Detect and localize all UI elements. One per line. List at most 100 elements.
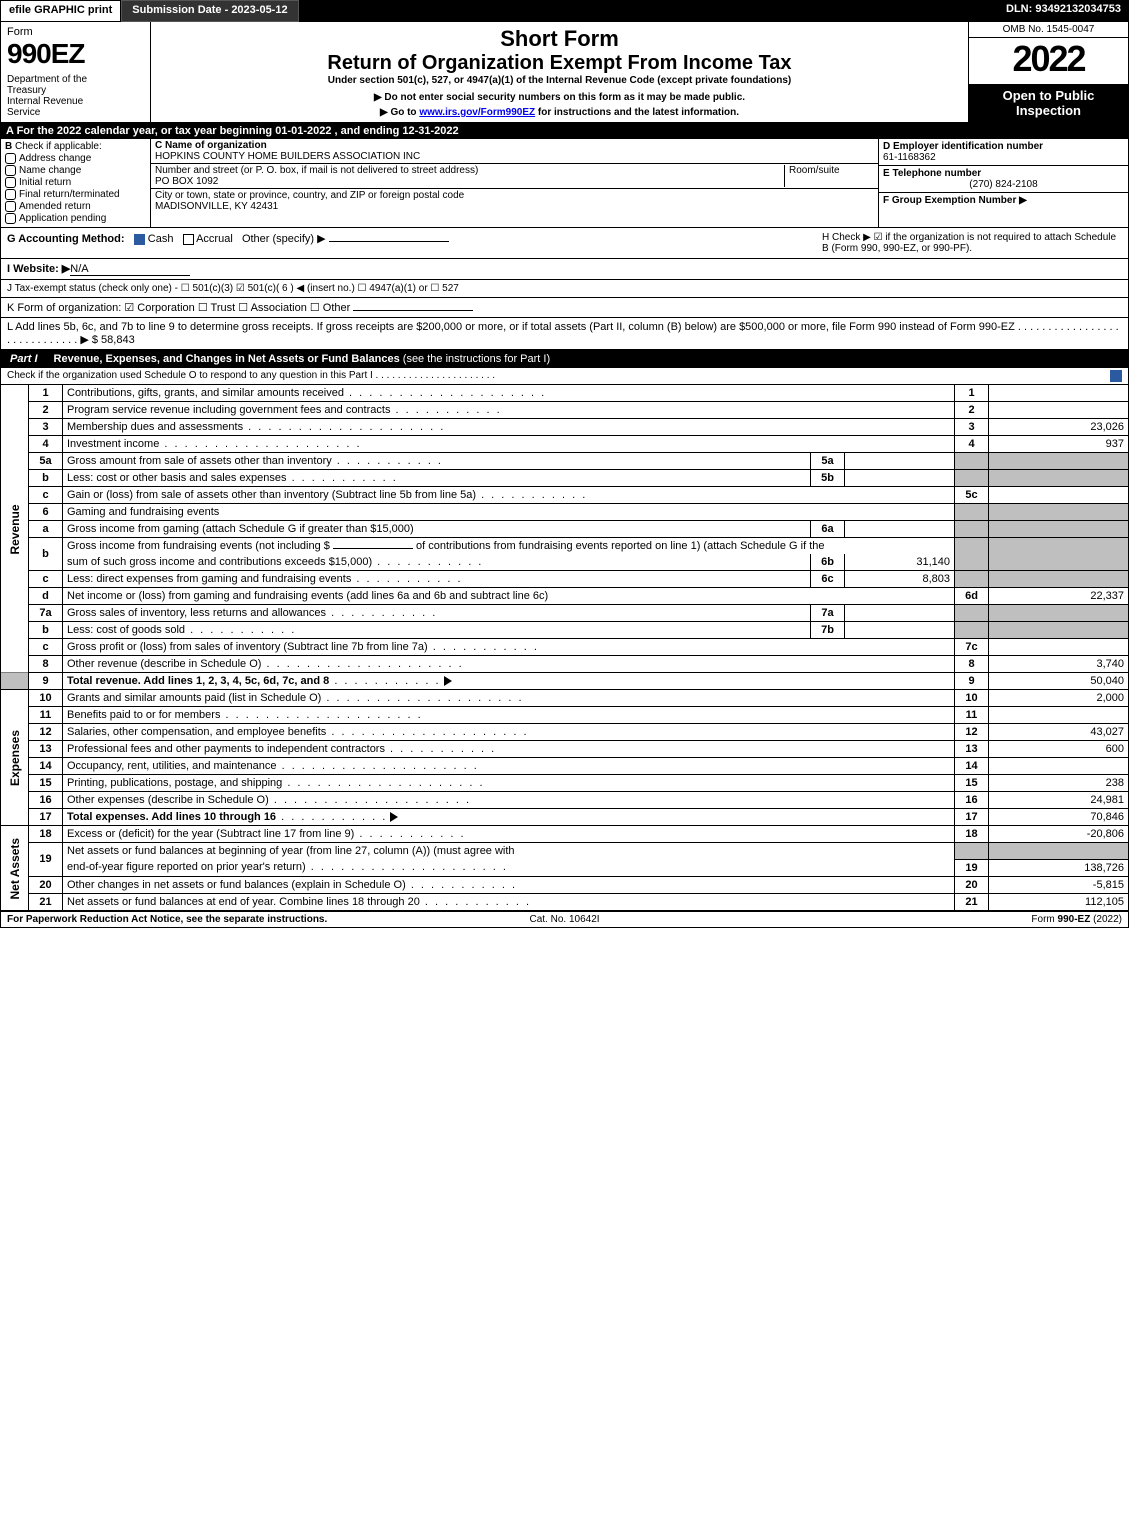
table-row: b Less: cost of goods sold 7b xyxy=(1,622,1129,639)
table-row: 17 Total expenses. Add lines 10 through … xyxy=(1,809,1129,826)
f-group: F Group Exemption Number ▶ xyxy=(879,193,1128,208)
header: Form 990EZ Department of theTreasuryInte… xyxy=(0,22,1129,123)
goto-line: ▶ Go to www.irs.gov/Form990EZ for instru… xyxy=(157,107,962,118)
table-row: 2 Program service revenue including gove… xyxy=(1,402,1129,419)
org-addr: PO BOX 1092 xyxy=(155,176,218,187)
b-opt-amended: Amended return xyxy=(5,201,146,212)
section-j: J Tax-exempt status (check only one) - ☐… xyxy=(0,280,1129,298)
table-row: 5a Gross amount from sale of assets othe… xyxy=(1,453,1129,470)
b-label: B Check if applicable: xyxy=(5,141,146,152)
side-revenue: Revenue xyxy=(1,385,29,673)
room-suite: Room/suite xyxy=(784,165,874,187)
form-word: Form xyxy=(7,26,144,38)
contrib-blank xyxy=(333,548,413,549)
section-def: D Employer identification number 61-1168… xyxy=(878,139,1128,227)
ein-value: 61-1168362 xyxy=(883,152,936,163)
b-opt-pending: Application pending xyxy=(5,213,146,224)
checkbox-schedule-o-icon[interactable] xyxy=(1110,370,1122,382)
header-mid: Short Form Return of Organization Exempt… xyxy=(151,22,968,122)
b-opt-name: Name change xyxy=(5,165,146,176)
footer-left: For Paperwork Reduction Act Notice, see … xyxy=(7,914,379,925)
part-i-header: Part I Revenue, Expenses, and Changes in… xyxy=(0,350,1129,368)
checkbox-cash-icon[interactable] xyxy=(134,234,145,245)
checkbox-icon[interactable] xyxy=(5,153,16,164)
org-name: HOPKINS COUNTY HOME BUILDERS ASSOCIATION… xyxy=(155,151,420,162)
table-row: 13 Professional fees and other payments … xyxy=(1,741,1129,758)
section-k: K Form of organization: ☑ Corporation ☐ … xyxy=(0,298,1129,318)
section-g-h: G Accounting Method: Cash Accrual Other … xyxy=(0,228,1129,259)
c-address: Number and street (or P. O. box, if mail… xyxy=(151,164,878,189)
checkbox-icon[interactable] xyxy=(5,201,16,212)
form-number: 990EZ xyxy=(7,38,144,70)
header-left: Form 990EZ Department of theTreasuryInte… xyxy=(1,22,151,122)
part-i-sub: Check if the organization used Schedule … xyxy=(0,368,1129,385)
table-row: 16 Other expenses (describe in Schedule … xyxy=(1,792,1129,809)
section-b-block: B Check if applicable: Address change Na… xyxy=(0,139,1129,228)
omb: OMB No. 1545-0047 xyxy=(969,22,1128,38)
phone-value: (270) 824-2108 xyxy=(883,179,1124,190)
table-row: 19 Net assets or fund balances at beginn… xyxy=(1,843,1129,860)
website-value: N/A xyxy=(70,263,190,276)
section-i: I Website: ▶N/A xyxy=(0,259,1129,280)
table-row: 8 Other revenue (describe in Schedule O)… xyxy=(1,656,1129,673)
checkbox-icon[interactable] xyxy=(5,177,16,188)
dept: Department of theTreasuryInternal Revenu… xyxy=(7,74,144,118)
checkbox-icon[interactable] xyxy=(5,189,16,200)
e-phone: E Telephone number (270) 824-2108 xyxy=(879,166,1128,193)
part-i-label: Part I xyxy=(0,350,48,368)
other-org-line xyxy=(353,310,473,311)
b-opt-address: Address change xyxy=(5,153,146,164)
table-row: 4 Investment income 4 937 xyxy=(1,436,1129,453)
table-row: d Net income or (loss) from gaming and f… xyxy=(1,588,1129,605)
table-row: 21 Net assets or fund balances at end of… xyxy=(1,893,1129,910)
irs-link[interactable]: www.irs.gov/Form990EZ xyxy=(419,107,535,118)
page-footer: For Paperwork Reduction Act Notice, see … xyxy=(0,911,1129,928)
d-ein: D Employer identification number 61-1168… xyxy=(879,139,1128,166)
submission-date: Submission Date - 2023-05-12 xyxy=(121,0,298,22)
checkbox-icon[interactable] xyxy=(5,213,16,224)
table-row: 9 Total revenue. Add lines 1, 2, 3, 4, 5… xyxy=(1,673,1129,690)
table-row: b Gross income from fundraising events (… xyxy=(1,538,1129,555)
table-row: 7a Gross sales of inventory, less return… xyxy=(1,605,1129,622)
org-city: MADISONVILLE, KY 42431 xyxy=(155,201,278,212)
line-a: A For the 2022 calendar year, or tax yea… xyxy=(0,123,1129,139)
section-h: H Check ▶ ☑ if the organization is not r… xyxy=(822,232,1122,254)
section-g: G Accounting Method: Cash Accrual Other … xyxy=(7,232,822,254)
footer-right: Form 990-EZ (2022) xyxy=(750,914,1122,925)
table-row: 12 Salaries, other compensation, and emp… xyxy=(1,724,1129,741)
return-title: Return of Organization Exempt From Incom… xyxy=(157,52,962,75)
open-inspection: Open to Public Inspection xyxy=(969,84,1128,122)
b-opt-final: Final return/terminated xyxy=(5,189,146,200)
checkbox-icon[interactable] xyxy=(5,165,16,176)
arrow-right-icon xyxy=(444,676,452,686)
note-ssn: ▶ Do not enter social security numbers o… xyxy=(157,92,962,103)
short-form: Short Form xyxy=(157,26,962,52)
table-row: 15 Printing, publications, postage, and … xyxy=(1,775,1129,792)
table-row: c Gain or (loss) from sale of assets oth… xyxy=(1,487,1129,504)
b-opt-initial: Initial return xyxy=(5,177,146,188)
checkbox-accrual-icon[interactable] xyxy=(183,234,194,245)
table-row: 14 Occupancy, rent, utilities, and maint… xyxy=(1,758,1129,775)
table-row: a Gross income from gaming (attach Sched… xyxy=(1,521,1129,538)
side-net-assets: Net Assets xyxy=(1,826,29,911)
topbar-spacer xyxy=(299,0,998,22)
table-row: 6 Gaming and fundraising events xyxy=(1,504,1129,521)
table-row: 11 Benefits paid to or for members 11 xyxy=(1,707,1129,724)
under-section: Under section 501(c), 527, or 4947(a)(1)… xyxy=(157,75,962,86)
table-row: Net Assets 18 Excess or (deficit) for th… xyxy=(1,826,1129,843)
topbar: efile GRAPHIC print Submission Date - 20… xyxy=(0,0,1129,22)
section-l: L Add lines 5b, 6c, and 7b to line 9 to … xyxy=(0,318,1129,350)
table-row: Expenses 10 Grants and similar amounts p… xyxy=(1,690,1129,707)
table-row: 3 Membership dues and assessments 3 23,0… xyxy=(1,419,1129,436)
header-right: OMB No. 1545-0047 2022 Open to Public In… xyxy=(968,22,1128,122)
other-specify-line xyxy=(329,241,449,242)
table-row: c Less: direct expenses from gaming and … xyxy=(1,571,1129,588)
goto-post: for instructions and the latest informat… xyxy=(535,107,739,118)
table-row: 20 Other changes in net assets or fund b… xyxy=(1,876,1129,893)
side-expenses: Expenses xyxy=(1,690,29,826)
c-city: City or town, state or province, country… xyxy=(151,189,878,213)
part-i-title: Revenue, Expenses, and Changes in Net As… xyxy=(48,350,1129,368)
table-row: b Less: cost or other basis and sales ex… xyxy=(1,470,1129,487)
section-b: B Check if applicable: Address change Na… xyxy=(1,139,151,227)
table-row: c Gross profit or (loss) from sales of i… xyxy=(1,639,1129,656)
